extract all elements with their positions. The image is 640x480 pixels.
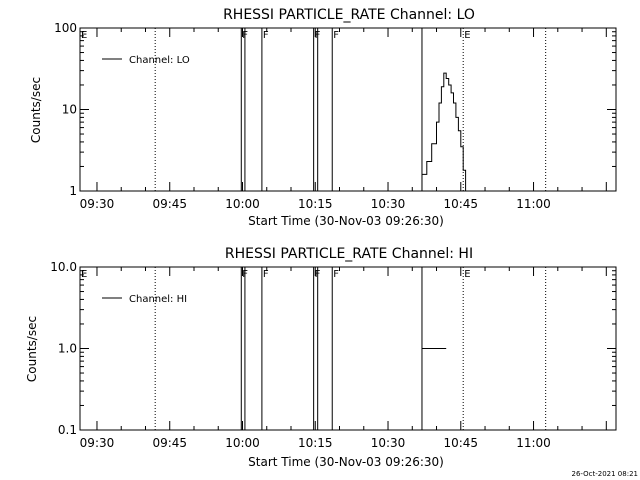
y-tick-label: 10 (62, 103, 77, 117)
chart-panel-hi: RHESSI PARTICLE_RATE Channel: HI EFFFFE0… (25, 246, 617, 469)
x-tick-label: 10:00 (225, 436, 260, 450)
x-tick-label: 10:15 (298, 197, 333, 211)
series-line (417, 72, 467, 192)
legend-label: Channel: HI (129, 294, 187, 305)
plot-marks: EFFFFE11010009:3009:4510:0010:1510:3010:… (54, 21, 616, 211)
x-tick-label: 09:45 (152, 436, 187, 450)
x-tick-label: 11:00 (516, 436, 551, 450)
chart-panel-lo: RHESSI PARTICLE_RATE Channel: LO EFFFFE1… (29, 7, 617, 228)
x-axis-label: Start Time (30-Nov-03 09:26:30) (248, 455, 444, 469)
event-flag-label: F (333, 269, 339, 280)
x-tick-label: 10:00 (225, 197, 260, 211)
x-tick-label: 09:45 (152, 197, 187, 211)
footer-timestamp: 26-Oct-2021 08:21 (572, 470, 638, 478)
y-tick-label: 10.0 (50, 260, 77, 274)
y-axis-label: Counts/sec (29, 77, 43, 143)
x-tick-label: 10:45 (443, 436, 478, 450)
x-tick-label: 11:00 (516, 197, 551, 211)
event-flag-label: E (464, 30, 470, 41)
x-tick-label: 09:30 (80, 197, 115, 211)
event-flag-label: E (81, 30, 87, 41)
x-axis-label: Start Time (30-Nov-03 09:26:30) (248, 214, 444, 228)
x-tick-label: 10:15 (298, 436, 333, 450)
chart-title: RHESSI PARTICLE_RATE Channel: LO (223, 7, 475, 23)
event-flag-label: F (263, 269, 269, 280)
x-tick-label: 10:30 (371, 197, 406, 211)
x-tick-label: 10:30 (371, 436, 406, 450)
y-tick-label: 0.1 (58, 423, 77, 437)
event-flag-label: E (464, 269, 470, 280)
event-flag-label: E (81, 269, 87, 280)
y-tick-label: 1.0 (58, 342, 77, 356)
y-tick-label: 100 (54, 21, 77, 35)
x-tick-label: 09:30 (80, 436, 115, 450)
event-flag-label: F (333, 30, 339, 41)
legend-label: Channel: LO (129, 55, 190, 66)
plot-marks: EFFFFE0.11.010.009:3009:4510:0010:1510:3… (50, 260, 616, 450)
y-tick-label: 1 (69, 184, 77, 198)
event-flag-label: F (263, 30, 269, 41)
y-axis-label: Counts/sec (25, 316, 39, 382)
x-tick-label: 10:45 (443, 197, 478, 211)
chart-title: RHESSI PARTICLE_RATE Channel: HI (225, 246, 473, 262)
